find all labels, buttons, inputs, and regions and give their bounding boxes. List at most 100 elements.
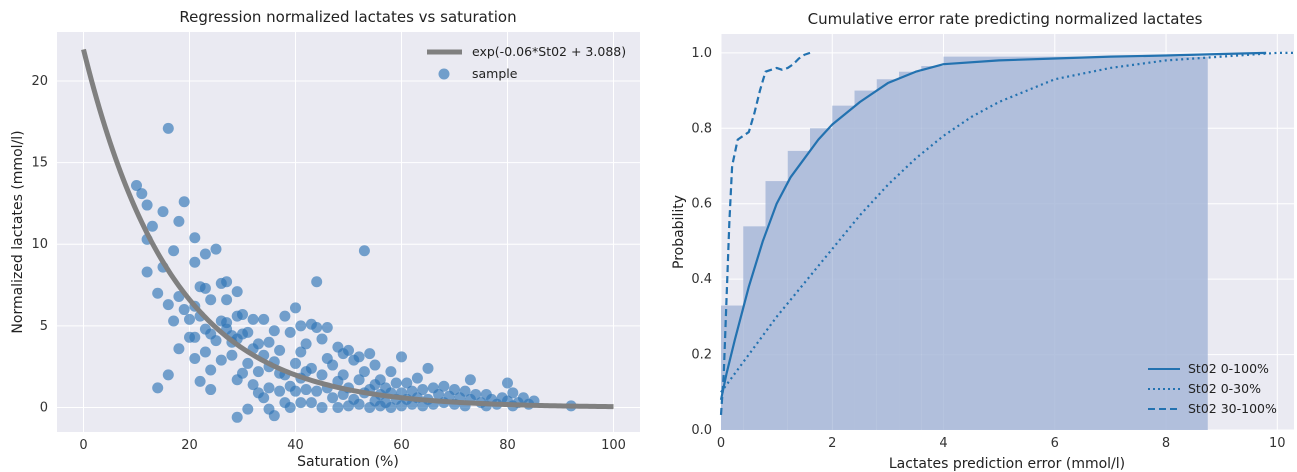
plot-marks <box>81 48 614 423</box>
chart-title: Regression normalized lactates vs satura… <box>179 8 516 26</box>
regression-chart: 0 20 40 60 80 100 0 5 10 15 20 Regression normali… <box>10 8 640 470</box>
sample-point <box>449 384 460 396</box>
sample-point <box>311 322 323 334</box>
y-tick-label: 10 <box>31 237 48 252</box>
sample-point <box>459 385 471 397</box>
sample-point <box>141 199 153 211</box>
sample-point <box>502 377 513 389</box>
legend-sample-label: sample <box>472 66 518 81</box>
sample-point <box>199 282 211 294</box>
x-tick-label: 20 <box>181 438 198 453</box>
sample-point <box>210 243 222 255</box>
sample-point <box>268 410 280 422</box>
sample-point <box>353 398 365 410</box>
legend: St02 0-100% St02 0-30% St02 30-100% <box>1148 361 1277 416</box>
sample-point <box>327 392 339 404</box>
sample-point <box>152 382 164 394</box>
x-tick-label: 8 <box>1162 436 1170 451</box>
sample-point <box>390 377 402 389</box>
legend-fit-label: exp(-0.06*St02 + 3.088) <box>472 44 626 59</box>
sample-point <box>168 315 180 327</box>
x-tick-label: 0 <box>79 438 87 453</box>
x-tick-labels: 0 2 4 6 8 10 <box>717 436 1286 451</box>
sample-point <box>247 379 259 391</box>
sample-point <box>242 326 254 338</box>
sample-point <box>417 384 429 396</box>
x-tick-label: 60 <box>393 438 410 453</box>
sample-point <box>369 359 381 371</box>
legend: exp(-0.06*St02 + 3.088) sample <box>427 44 626 81</box>
sample-point <box>141 266 153 278</box>
sample-point <box>162 122 174 134</box>
sample-point <box>189 353 201 365</box>
sample-point <box>295 320 307 332</box>
sample-point <box>178 196 190 208</box>
histogram-bar <box>832 105 855 431</box>
sample-point <box>237 367 248 379</box>
sample-point <box>162 299 174 311</box>
y-tick-label: 0 <box>40 401 48 416</box>
sample-point <box>194 375 206 387</box>
sample-point <box>258 392 270 404</box>
sample-point <box>258 313 270 325</box>
chart-title: Cumulative error rate predicting normali… <box>808 10 1203 28</box>
sample-point <box>252 338 264 350</box>
sample-point <box>385 402 397 414</box>
histogram <box>721 56 1208 431</box>
y-tick-label: 0.6 <box>691 197 712 212</box>
sample-point <box>374 374 386 386</box>
sample-point <box>327 359 339 371</box>
x-tick-label: 100 <box>601 438 626 453</box>
sample-point <box>178 304 190 316</box>
sample-point <box>263 382 275 394</box>
histogram-bar <box>743 226 766 430</box>
sample-point <box>131 179 142 191</box>
sample-point <box>184 313 195 325</box>
histogram-bar <box>899 71 922 430</box>
cumulative-error-chart: 0 2 4 6 8 10 0.0 0.2 0.4 0.6 0.8 1.0 Cumulative er… <box>671 10 1294 472</box>
sample-point <box>305 362 317 374</box>
y-tick-labels: 0 5 10 15 20 <box>31 74 48 416</box>
histogram-bar <box>876 79 900 430</box>
sample-point <box>300 338 312 350</box>
sample-point <box>279 310 291 322</box>
legend-dashed-label: St02 30-100% <box>1188 401 1277 416</box>
sample-point <box>157 206 169 218</box>
x-tick-labels: 0 20 40 60 80 100 <box>79 438 626 453</box>
sample-point <box>205 364 217 376</box>
histogram-bar <box>854 90 877 431</box>
sample-point <box>464 374 476 386</box>
y-tick-label: 0.2 <box>691 348 712 363</box>
sample-point <box>290 357 301 369</box>
sample-point <box>168 245 180 257</box>
y-tick-labels: 0.0 0.2 0.4 0.6 0.8 1.0 <box>691 46 712 438</box>
sample-point <box>433 388 445 400</box>
sample-point <box>337 369 349 381</box>
histogram-bar <box>810 128 833 431</box>
plot-area <box>57 32 640 432</box>
x-tick-label: 0 <box>717 436 725 451</box>
x-tick-label: 10 <box>1269 436 1286 451</box>
sample-point <box>300 384 312 396</box>
x-tick-label: 40 <box>287 438 304 453</box>
sample-point <box>252 366 264 378</box>
sample-point <box>205 384 217 396</box>
sample-point <box>199 346 211 358</box>
fit-curve <box>81 48 614 410</box>
sample-point <box>321 322 333 334</box>
sample-point <box>470 388 482 400</box>
sample-point <box>401 377 413 389</box>
sample-point <box>332 402 344 414</box>
histogram-bar <box>921 66 944 431</box>
y-tick-label: 20 <box>31 74 48 89</box>
sample-point <box>199 248 211 260</box>
x-tick-label: 80 <box>499 438 516 453</box>
sample-point <box>343 344 354 356</box>
y-tick-label: 15 <box>31 156 48 171</box>
sample-point <box>189 232 201 244</box>
sample-point <box>290 302 301 314</box>
series-line-solid <box>719 51 1267 401</box>
sample-point <box>189 331 201 343</box>
sample-point <box>507 387 519 399</box>
